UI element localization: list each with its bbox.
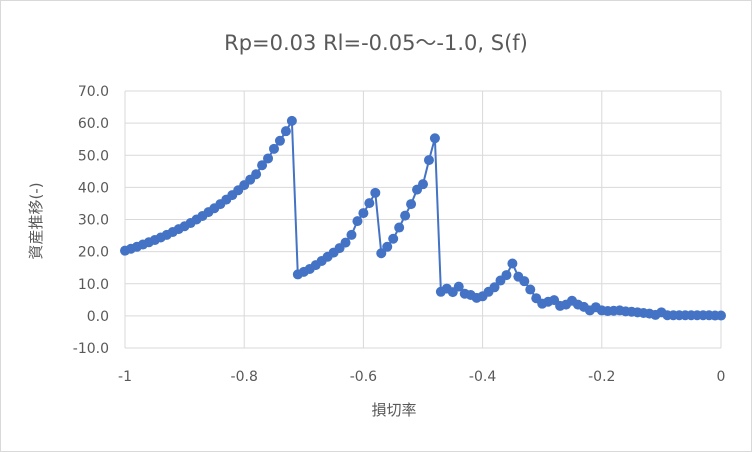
y-tick-label: 40.0 (78, 180, 109, 196)
data-point (346, 229, 357, 240)
data-point (269, 143, 279, 154)
data-point (429, 133, 440, 144)
data-point (364, 198, 375, 209)
x-tick-label: -0.4 (469, 369, 496, 385)
data-point (519, 276, 530, 287)
y-tick-label: 0.0 (87, 309, 109, 325)
x-tick-label: -0.6 (350, 369, 377, 385)
series-line (120, 115, 726, 321)
data-point (388, 233, 399, 244)
x-tick-labels: -1 -0.8 -0.6 -0.4 -0.2 0 (118, 369, 725, 385)
data-point (263, 153, 274, 164)
x-tick-label: -0.2 (588, 369, 615, 385)
data-point (525, 284, 536, 295)
data-point (340, 237, 351, 248)
x-tick-label: 0 (717, 369, 726, 385)
x-axis-title: 損切率 (371, 401, 416, 419)
y-axis-title: 資産推移(-) (27, 182, 45, 259)
y-tick-label: 30.0 (78, 213, 109, 229)
data-point (400, 210, 411, 221)
y-tick-label: -10.0 (73, 341, 109, 357)
data-point (352, 216, 363, 227)
data-point (406, 199, 417, 210)
y-tick-label: 10.0 (78, 277, 109, 293)
x-tick-label: -1 (118, 369, 132, 385)
data-point (418, 179, 428, 190)
data-point (280, 126, 291, 137)
data-point (507, 258, 518, 269)
data-point (382, 241, 393, 252)
x-tick-label: -0.8 (231, 369, 258, 385)
data-point (274, 135, 285, 146)
data-point (453, 281, 464, 292)
series-polyline (124, 119, 721, 317)
chart-title: Rp=0.03 Rl=-0.05～-1.0, S(f) (224, 31, 528, 55)
data-point (394, 222, 405, 233)
data-point (286, 115, 297, 126)
data-point (251, 169, 262, 180)
data-point (358, 208, 369, 219)
y-tick-label: 50.0 (78, 148, 109, 164)
data-point (370, 187, 381, 198)
data-point (489, 282, 500, 293)
gridlines (124, 90, 722, 349)
data-point (376, 248, 387, 259)
data-point (716, 310, 726, 321)
data-point (423, 155, 434, 166)
y-tick-labels: 70.0 60.0 50.0 40.0 30.0 20.0 10.0 0.0 -10.0 (73, 84, 109, 357)
data-point (257, 160, 268, 171)
data-point (501, 270, 512, 281)
y-tick-label: 20.0 (78, 245, 109, 261)
y-tick-label: 70.0 (78, 84, 109, 100)
y-tick-label: 60.0 (78, 116, 109, 132)
